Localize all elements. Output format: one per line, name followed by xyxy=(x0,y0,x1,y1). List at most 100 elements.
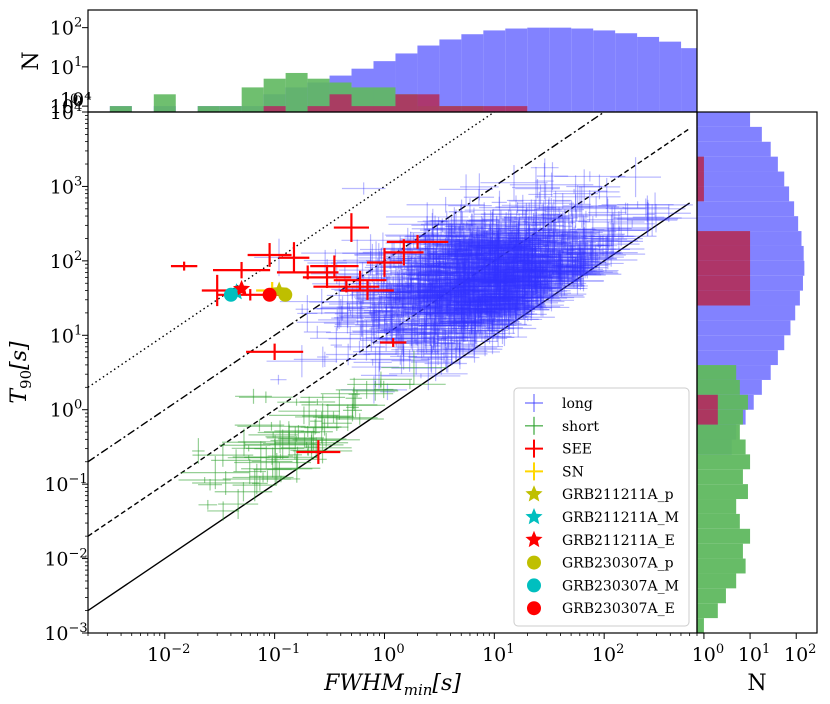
long-point xyxy=(479,300,525,325)
long-point xyxy=(511,278,575,317)
long-point xyxy=(507,224,551,253)
long-point xyxy=(503,240,529,248)
long-point xyxy=(446,318,466,332)
long-point xyxy=(326,343,371,366)
long-point xyxy=(444,246,468,274)
long-point xyxy=(432,253,493,273)
long-point xyxy=(416,337,488,364)
long-point xyxy=(496,257,521,279)
long-point xyxy=(513,238,547,254)
long-point xyxy=(390,343,418,370)
top-hist-bar xyxy=(197,106,220,112)
long-point xyxy=(504,239,560,267)
top-hist-bar xyxy=(681,48,697,112)
long-point xyxy=(509,271,571,311)
long-point xyxy=(575,214,648,247)
marker-GRB230307A_E xyxy=(262,287,277,302)
right-hist-bar xyxy=(697,275,751,291)
top-hist-bar xyxy=(483,30,506,112)
long-point xyxy=(384,304,468,343)
long-point xyxy=(416,254,444,273)
long-point xyxy=(420,230,495,259)
long-point xyxy=(534,244,558,270)
long-point xyxy=(441,291,482,322)
long-point xyxy=(479,255,516,292)
long-point xyxy=(427,273,445,289)
long-point xyxy=(430,297,509,322)
long-point xyxy=(504,252,559,293)
long-point xyxy=(552,251,592,285)
long-point xyxy=(455,222,473,257)
long-point xyxy=(429,279,469,286)
long-point xyxy=(385,243,470,255)
long-point xyxy=(430,288,450,301)
long-point xyxy=(406,282,463,294)
long-point xyxy=(450,227,503,267)
long-point xyxy=(454,267,525,293)
long-point xyxy=(468,287,530,317)
long-point xyxy=(510,296,526,311)
long-point xyxy=(527,239,596,246)
long-point xyxy=(456,284,471,325)
long-point xyxy=(419,338,500,366)
long-point xyxy=(487,233,531,249)
long-point xyxy=(521,243,535,283)
long-point xyxy=(360,241,425,258)
long-point xyxy=(440,294,485,328)
short-point xyxy=(238,391,293,404)
long-point xyxy=(446,249,485,276)
long-point xyxy=(381,271,415,301)
long-point xyxy=(388,212,477,236)
long-point xyxy=(459,239,510,279)
top-hist-bar xyxy=(527,27,550,112)
long-point xyxy=(430,283,475,289)
top-hist-bar xyxy=(373,106,396,112)
long-point xyxy=(439,281,517,308)
right-hist-bar xyxy=(697,618,704,633)
long-point xyxy=(478,261,540,274)
long-point xyxy=(400,278,465,298)
long-point xyxy=(457,319,486,334)
long-point xyxy=(450,213,494,227)
long-point xyxy=(512,267,575,275)
SEE-point xyxy=(246,343,304,360)
long-point xyxy=(470,318,486,333)
long-point xyxy=(306,298,376,328)
long-point xyxy=(518,284,532,311)
long-point xyxy=(481,310,515,347)
long-point xyxy=(524,260,601,269)
long-point xyxy=(326,291,378,300)
long-point xyxy=(443,305,531,318)
long-point xyxy=(406,274,460,285)
long-point xyxy=(495,219,555,253)
long-point xyxy=(445,330,503,363)
long-point xyxy=(434,307,481,325)
long-point xyxy=(490,249,562,278)
long-point xyxy=(495,263,577,304)
long-point xyxy=(465,212,547,250)
long-point xyxy=(467,253,530,278)
long-point xyxy=(491,305,519,336)
long-point xyxy=(383,247,466,266)
long-point xyxy=(487,258,504,284)
long-point xyxy=(390,255,427,290)
long-point xyxy=(482,213,539,226)
long-point xyxy=(378,306,395,316)
long-point xyxy=(384,284,457,316)
long-point xyxy=(519,259,580,299)
long-point xyxy=(477,266,536,300)
long-point xyxy=(452,285,468,309)
long-point xyxy=(492,253,557,261)
long-point xyxy=(468,261,548,298)
long-point xyxy=(313,288,365,330)
long-point xyxy=(424,305,500,320)
long-point xyxy=(561,258,611,271)
right-hist-bar xyxy=(697,484,748,500)
long-point xyxy=(488,250,559,287)
long-point xyxy=(431,228,468,260)
long-point xyxy=(409,335,427,355)
long-point xyxy=(455,256,515,262)
long-point xyxy=(532,209,621,222)
long-point xyxy=(386,269,419,308)
long-point xyxy=(476,261,559,293)
